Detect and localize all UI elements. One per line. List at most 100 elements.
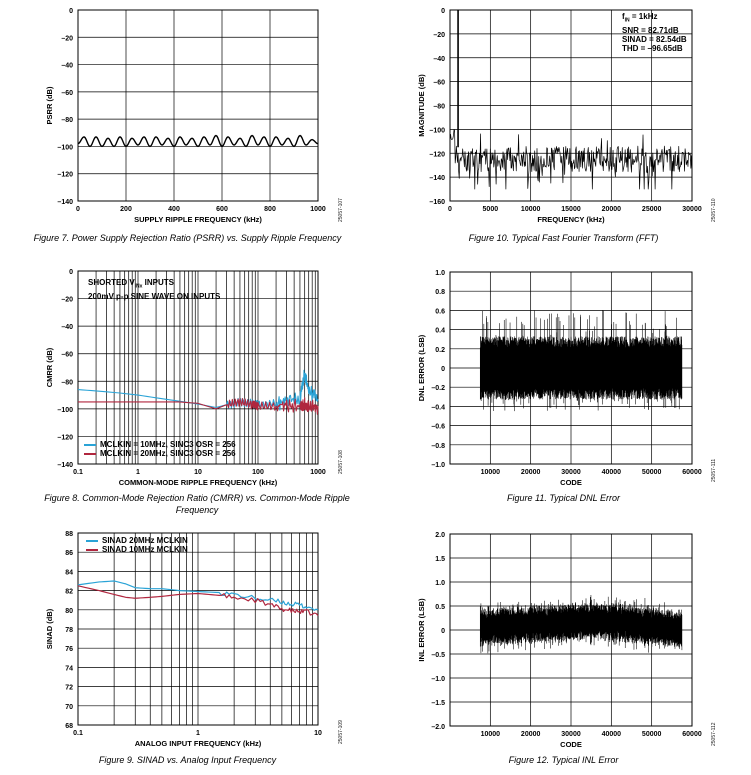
y-tick-label: –40 xyxy=(433,56,445,63)
x-tick-label: 800 xyxy=(264,206,276,213)
y-tick-label: –60 xyxy=(61,352,73,359)
y-tick-label: –60 xyxy=(433,80,445,87)
figure-caption: Figure 12. Typical INL Error xyxy=(508,755,619,765)
y-axis-label: PSRR (dB) xyxy=(45,86,54,124)
x-axis-label: CODE xyxy=(560,478,582,487)
doc-id: 25057-110 xyxy=(711,198,717,222)
y-axis-label: INL ERROR (LSB) xyxy=(417,598,426,662)
figure-inl: 2.0 1.5 1.0 0.5 0 –0.5 –1.0 –1.5 –2.0 10000 20000 3… xyxy=(376,522,751,775)
y-tick-label: 1.5 xyxy=(435,556,445,563)
y-tick-label: –0.5 xyxy=(431,652,445,659)
x-tick-label: 15000 xyxy=(561,206,581,213)
figure-cmrr: 0 –20 –40 –60 –80 –100 –120 –140 0.1 1 10 100 1000 CO… xyxy=(0,262,375,522)
figure-dnl: 1.0 0.8 0.6 0.4 0.2 0 –0.2 –0.4 –0.6 –0.8 –1.0 1000… xyxy=(376,262,751,522)
x-tick-label: 200 xyxy=(120,206,132,213)
legend-swatch xyxy=(86,539,98,542)
y-tick-label: 78 xyxy=(65,627,73,634)
x-tick-label: 30000 xyxy=(561,469,581,476)
y-tick-label: –0.6 xyxy=(431,424,445,431)
y-tick-label: 2.0 xyxy=(435,532,445,539)
y-tick-label: 70 xyxy=(65,704,73,711)
y-tick-label: 0.5 xyxy=(435,604,445,611)
y-tick-label: –20 xyxy=(433,32,445,39)
y-tick-label: 1.0 xyxy=(435,270,445,277)
x-tick-label: 40000 xyxy=(602,731,622,738)
x-tick-label: 0 xyxy=(448,206,452,213)
x-tick-label: 1 xyxy=(196,730,200,737)
figure-caption: Figure 7. Power Supply Rejection Ratio (… xyxy=(33,233,342,243)
inl-chart: 2.0 1.5 1.0 0.5 0 –0.5 –1.0 –1.5 –2.0 10000 20000 3… xyxy=(417,532,702,749)
cmrr-series xyxy=(78,397,319,415)
x-tick-label: 0.1 xyxy=(73,730,83,737)
y-tick-label: –1.5 xyxy=(431,700,445,707)
sinad-legend: SINAD 20MHz MCLKIN SINAD 10MHz MCLKIN xyxy=(86,536,188,554)
dnl-series xyxy=(479,310,683,412)
y-tick-label: 86 xyxy=(65,550,73,557)
sinad-series xyxy=(77,580,319,611)
y-tick-label: –0.8 xyxy=(431,443,445,450)
plot-frame xyxy=(77,532,319,726)
y-tick-label: –2.0 xyxy=(431,724,445,731)
psrr-series xyxy=(77,134,319,148)
x-tick-label: 10000 xyxy=(481,731,501,738)
dnl-chart: 1.0 0.8 0.6 0.4 0.2 0 –0.2 –0.4 –0.6 –0.8 –1.0 1000… xyxy=(417,270,702,487)
figure-caption: Figure 10. Typical Fast Fourier Transfor… xyxy=(468,233,659,243)
y-tick-label: –80 xyxy=(433,104,445,111)
y-tick-label: 74 xyxy=(65,665,73,672)
x-axis-label: SUPPLY RIPPLE FREQUENCY (kHz) xyxy=(134,215,262,224)
y-tick-label: –0.2 xyxy=(431,385,445,392)
y-tick-label: 76 xyxy=(65,646,73,653)
x-tick-label: 5000 xyxy=(483,206,499,213)
sinad-chart: 88 86 84 82 80 78 76 74 72 70 680.1 1 10 ANALOG INPUT… xyxy=(45,531,322,748)
cmrr-legend: MCLKIN = 10MHz, SINC3 OSR = 256 MCLKIN =… xyxy=(84,440,236,458)
cmrr-annotation: SHORTED VINx INPUTS 200mV p-p SINE WAVE … xyxy=(88,278,221,301)
plot-frame xyxy=(449,9,693,202)
fft-annotation: fIN = 1kHz SNR = 82.71dB SINAD = 82.54dB… xyxy=(622,12,687,53)
y-tick-label: –40 xyxy=(61,63,73,70)
x-axis-label: FREQUENCY (kHz) xyxy=(537,215,605,224)
doc-id: 25057-108 xyxy=(338,450,344,474)
x-tick-label: 100 xyxy=(252,469,264,476)
y-tick-label: –160 xyxy=(429,199,445,206)
sinad-series xyxy=(77,585,319,616)
plot-frame xyxy=(449,271,693,465)
doc-id: 25057-107 xyxy=(338,198,344,222)
y-tick-label: 0 xyxy=(69,8,73,15)
x-tick-label: 10000 xyxy=(521,206,541,213)
y-tick-label: –140 xyxy=(57,462,73,469)
x-tick-label: 40000 xyxy=(602,469,622,476)
y-tick-label: –40 xyxy=(61,324,73,331)
fft-noise-floor xyxy=(449,129,693,190)
x-tick-label: 10000 xyxy=(481,469,501,476)
x-axis-label: COMMON-MODE RIPPLE FREQUENCY (kHz) xyxy=(119,478,278,487)
doc-id: 25057-111 xyxy=(711,458,717,482)
y-tick-label: 0 xyxy=(441,366,445,373)
y-tick-label: –60 xyxy=(61,90,73,97)
y-tick-label: 0 xyxy=(69,269,73,276)
x-tick-label: 1 xyxy=(136,469,140,476)
x-tick-label: 10 xyxy=(314,730,322,737)
figure-fft: 0 –20 –40 –60 –80 –100 –120 –140 –160 0 5000 10000 1… xyxy=(376,0,751,250)
legend-swatch xyxy=(84,443,96,446)
x-tick-label: 60000 xyxy=(682,469,702,476)
doc-id: 25057-112 xyxy=(711,722,717,746)
figure-sinad: 88 86 84 82 80 78 76 74 72 70 68 0.1 1 10 ANALOG INPUT… xyxy=(0,522,375,775)
figure-caption: Figure 11. Typical DNL Error xyxy=(506,493,621,503)
figure-psrr: 0 –20 –40 –60 –80 –100 –120 –140 0 200 400 600 800 10… xyxy=(0,0,375,250)
plot-frame xyxy=(77,270,319,465)
y-axis-label: SINAD (dB) xyxy=(45,608,54,649)
y-tick-label: –1.0 xyxy=(431,676,445,683)
x-axis-label: ANALOG INPUT FREQUENCY (kHz) xyxy=(135,739,262,748)
y-tick-label: –140 xyxy=(57,199,73,206)
plot-frame xyxy=(77,9,319,202)
y-tick-label: 0.6 xyxy=(435,308,445,315)
y-axis-label: CMRR (dB) xyxy=(45,347,54,387)
y-tick-label: –100 xyxy=(57,407,73,414)
y-tick-label: –120 xyxy=(429,151,445,158)
y-tick-label: –20 xyxy=(61,297,73,304)
x-tick-label: 1000 xyxy=(310,469,326,476)
figure-caption: Figure 8. Common-Mode Rejection Ratio (C… xyxy=(44,493,350,515)
inl-series xyxy=(479,595,683,654)
x-axis-label: CODE xyxy=(560,740,582,749)
